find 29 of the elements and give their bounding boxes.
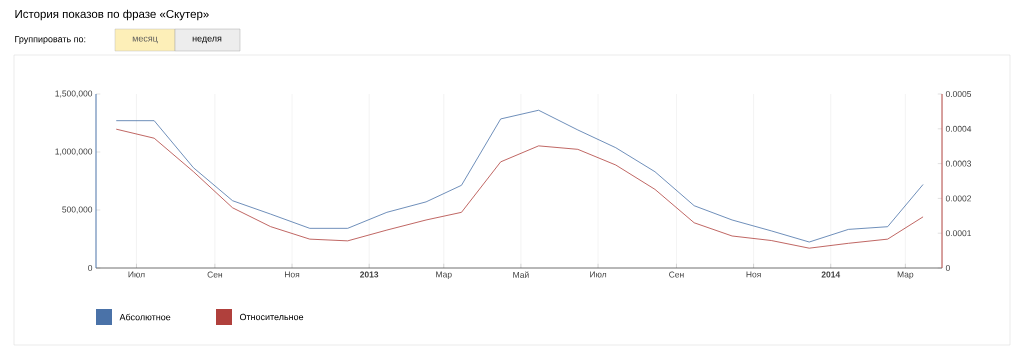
x-tick-label: Мар	[436, 271, 452, 280]
y2-tick-label: 0.0001	[945, 230, 972, 237]
text: Группировать по:	[15, 35, 86, 45]
chart-title: История показов по фразе «Скутер»	[15, 9, 209, 21]
legend-label: Абсолютное	[119, 313, 171, 321]
x-tick-label: Ноя	[746, 271, 761, 278]
legend-label: Относительное	[239, 313, 304, 321]
line-series	[115, 109, 924, 243]
x-tick-label: 2013	[360, 271, 379, 278]
x-tick-label: Июл	[590, 271, 607, 278]
x-tick-label: Май	[513, 271, 529, 278]
y-tick-label: 500,000	[62, 206, 93, 214]
y2-tick-label: 0	[945, 265, 950, 271]
y2-tick-label: 0.0004	[945, 125, 972, 132]
y2-tick-label: 0.0005	[945, 91, 972, 97]
y-tick-label: 1,500,000	[55, 90, 93, 98]
x-tick-label: Сен	[669, 271, 684, 278]
y-tick-label: 1,000,000	[55, 148, 93, 156]
y2-tick-label: 0.0003	[945, 160, 972, 167]
x-tick-label: Мар	[897, 271, 914, 280]
y-tick-label: 0	[88, 265, 93, 271]
text: месяц	[132, 36, 158, 44]
x-tick-label: Ноя	[285, 271, 300, 278]
y2-tick-label: 0.0002	[945, 195, 972, 202]
line-series	[115, 128, 924, 249]
text: неделя	[192, 36, 222, 44]
x-tick-label: Сен	[207, 271, 223, 278]
x-tick-label: 2014	[821, 271, 841, 278]
x-tick-label: Июл	[128, 271, 145, 278]
